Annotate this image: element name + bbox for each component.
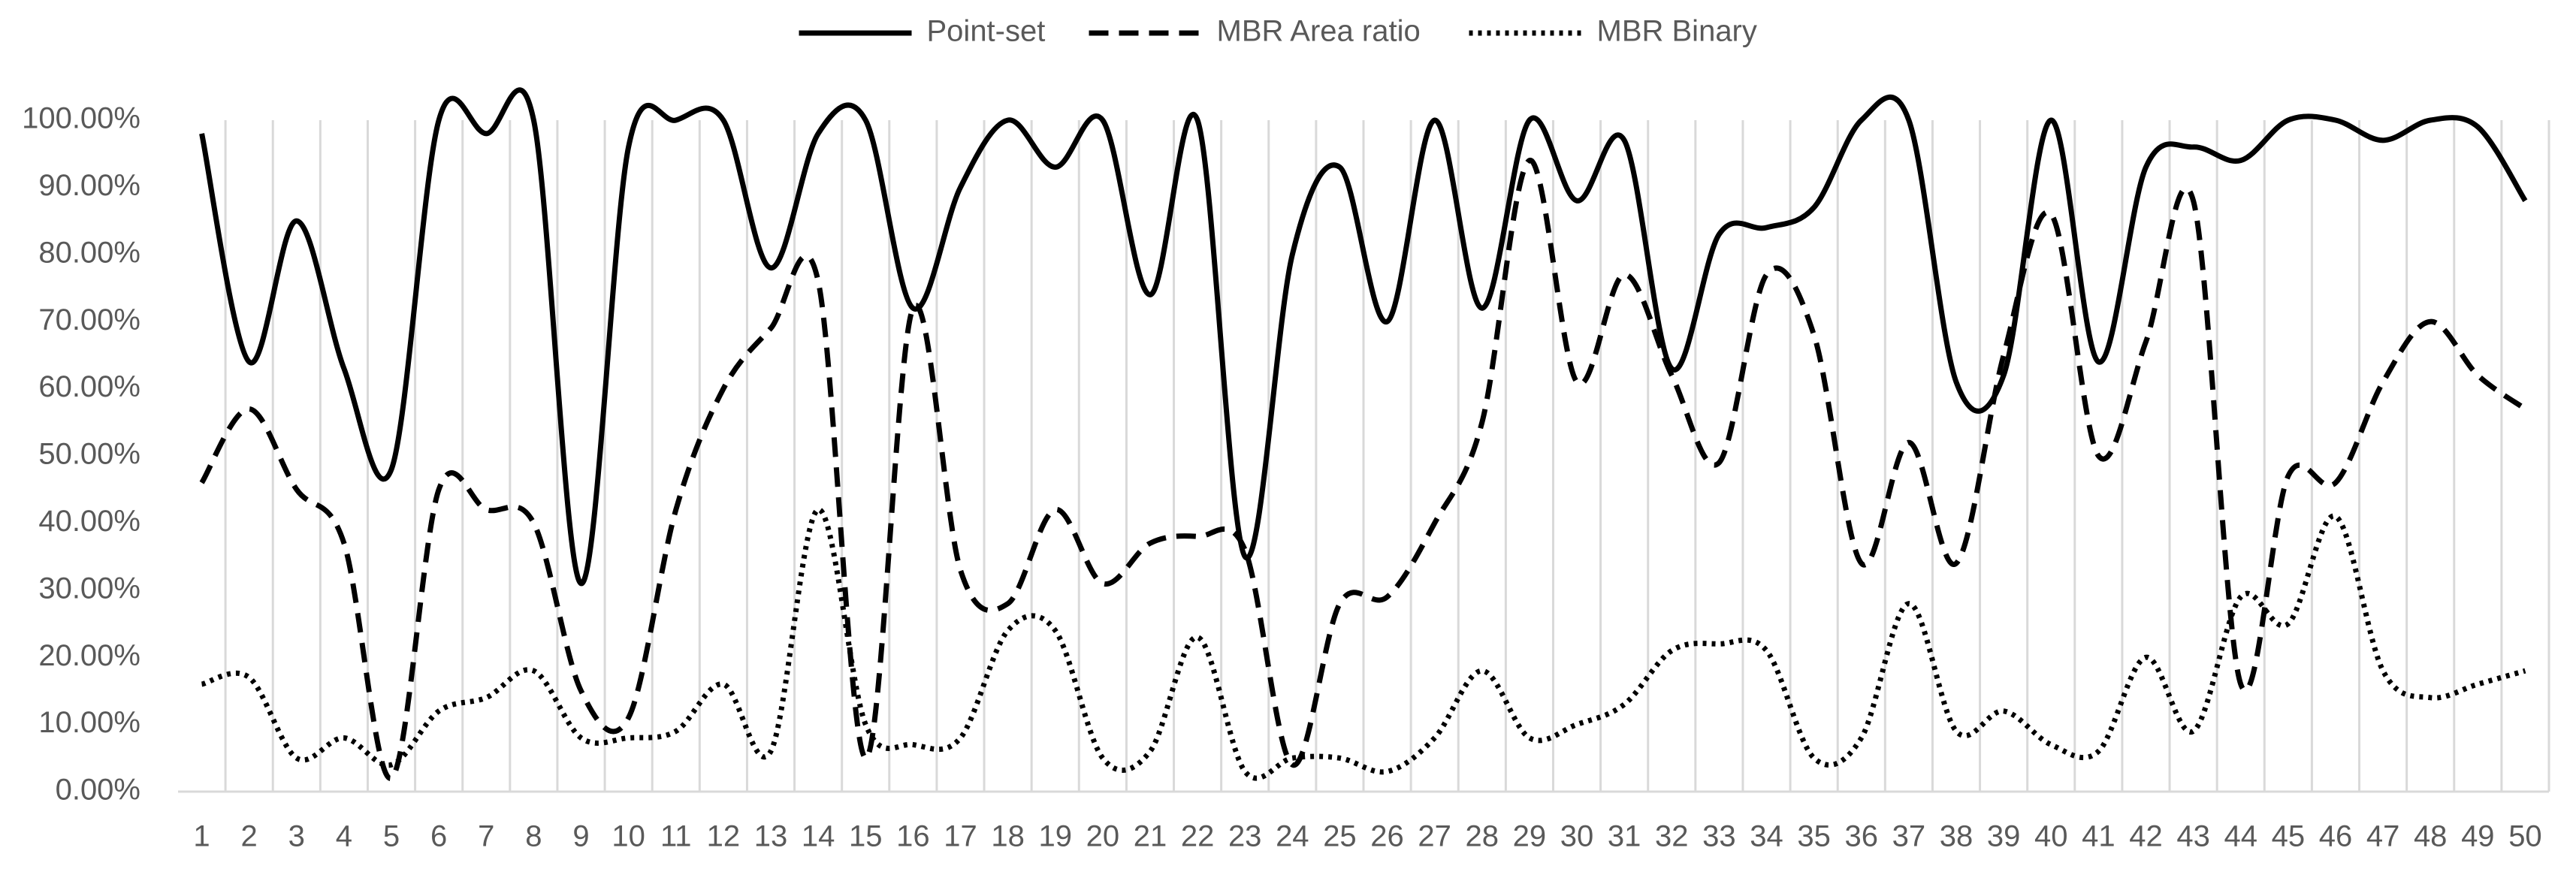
x-tick-label: 8 [525, 820, 542, 853]
x-tick-label: 26 [1370, 820, 1404, 853]
x-tick-label: 40 [2034, 820, 2068, 853]
x-tick-label: 24 [1276, 820, 1309, 853]
x-tick-label: 19 [1038, 820, 1072, 853]
x-tick-label: 23 [1228, 820, 1262, 853]
legend-label: MBR Area ratio [1217, 15, 1421, 48]
x-tick-label: 35 [1797, 820, 1831, 853]
x-tick-label: 12 [707, 820, 741, 853]
x-tick-label: 30 [1560, 820, 1594, 853]
x-tick-label: 4 [336, 820, 352, 853]
x-tick-label: 44 [2224, 820, 2257, 853]
x-tick-label: 13 [754, 820, 788, 853]
series-line [199, 158, 2527, 781]
x-tick-label: 42 [2129, 820, 2163, 853]
series-line [201, 507, 2526, 781]
x-tick-label: 39 [1987, 820, 2021, 853]
y-tick-label: 90.00% [38, 169, 140, 202]
y-tick-label: 10.00% [38, 706, 140, 739]
x-tick-label: 10 [612, 820, 645, 853]
x-tick-label: 31 [1608, 820, 1641, 853]
legend-label: Point-set [927, 15, 1046, 48]
x-tick-label: 11 [660, 820, 692, 853]
x-tick-label: 48 [2414, 820, 2448, 853]
x-tick-label: 16 [896, 820, 930, 853]
legend-label: MBR Binary [1597, 15, 1757, 48]
y-tick-label: 50.00% [38, 438, 140, 471]
x-tick-label: 33 [1702, 820, 1736, 853]
y-tick-label: 20.00% [38, 639, 140, 672]
y-tick-label: 70.00% [38, 303, 140, 336]
x-tick-label: 43 [2176, 820, 2210, 853]
x-tick-label: 50 [2508, 820, 2542, 853]
x-tick-label: 28 [1466, 820, 1499, 853]
x-tick-label: 34 [1750, 820, 1783, 853]
x-tick-label: 7 [478, 820, 494, 853]
x-tick-label: 3 [288, 820, 305, 853]
x-tick-label: 15 [849, 820, 883, 853]
y-tick-label: 40.00% [38, 505, 140, 538]
x-tick-label: 20 [1086, 820, 1120, 853]
x-tick-label: 17 [944, 820, 977, 853]
x-tick-label: 49 [2461, 820, 2495, 853]
x-tick-label: 2 [241, 820, 258, 853]
x-tick-label: 9 [572, 820, 589, 853]
x-tick-label: 21 [1134, 820, 1167, 853]
y-tick-label: 80.00% [38, 236, 140, 269]
x-tick-label: 29 [1513, 820, 1547, 853]
x-tick-label: 32 [1655, 820, 1689, 853]
x-tick-label: 1 [193, 820, 210, 853]
x-tick-label: 46 [2319, 820, 2353, 853]
x-tick-label: 5 [383, 820, 400, 853]
x-tick-label: 18 [991, 820, 1025, 853]
x-tick-label: 36 [1845, 820, 1879, 853]
x-tick-label: 14 [802, 820, 835, 853]
y-tick-label: 100.00% [22, 102, 140, 135]
x-tick-label: 27 [1418, 820, 1451, 853]
series-line [199, 87, 2528, 587]
x-tick-label: 37 [1892, 820, 1926, 853]
y-tick-label: 30.00% [38, 572, 140, 605]
x-tick-label: 25 [1323, 820, 1357, 853]
x-tick-label: 22 [1181, 820, 1215, 853]
x-tick-label: 45 [2272, 820, 2306, 853]
x-tick-label: 41 [2082, 820, 2115, 853]
y-tick-label: 60.00% [38, 370, 140, 403]
y-tick-label: 0.00% [56, 774, 140, 807]
x-tick-label: 6 [430, 820, 447, 853]
x-tick-label: 38 [1940, 820, 1974, 853]
x-tick-label: 47 [2366, 820, 2400, 853]
